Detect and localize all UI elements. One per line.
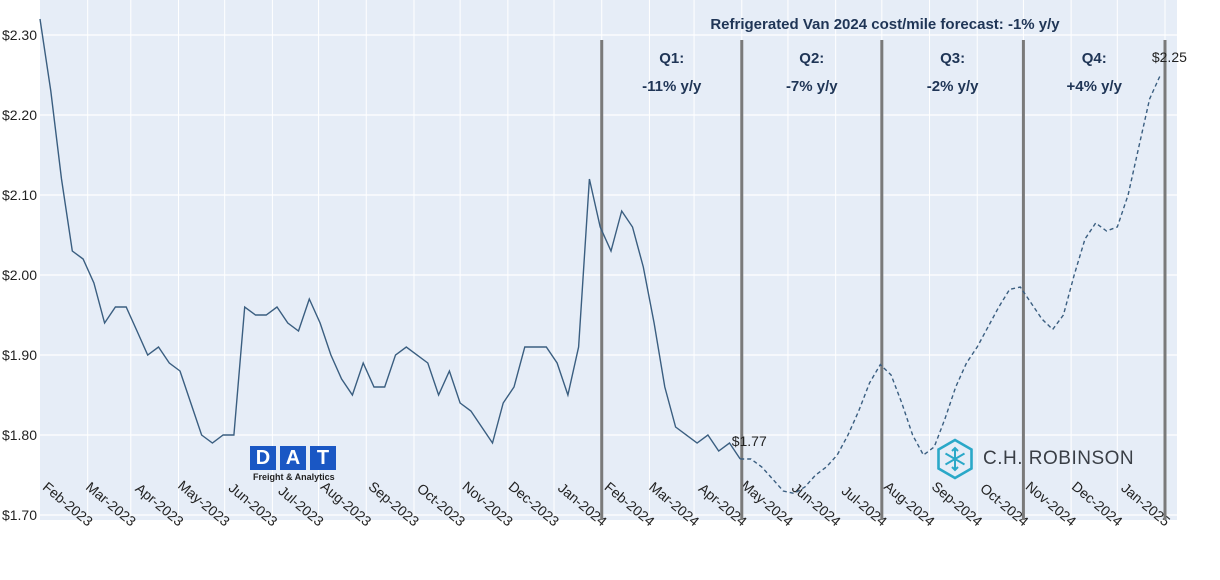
y-axis-ticks: $2.30 $2.20 $2.10 $2.00 $1.90 $1.80 $1.70 bbox=[2, 27, 37, 523]
dat-letter-a: A bbox=[280, 446, 306, 470]
actual-rate-line bbox=[39, 18, 741, 460]
dat-subtitle: Freight & Analytics bbox=[253, 472, 335, 482]
data-label: $2.25 bbox=[1152, 49, 1187, 65]
y-tick-label: $2.10 bbox=[2, 187, 37, 203]
quarter-change: +4% y/y bbox=[1066, 78, 1122, 95]
y-tick-label: $1.80 bbox=[2, 427, 37, 443]
quarter-name: Q3: bbox=[940, 50, 965, 67]
chr-logo-text: C.H. ROBINSON bbox=[983, 448, 1135, 469]
chart-title: Refrigerated Van 2024 cost/mile forecast… bbox=[710, 16, 1060, 33]
quarter-change: -7% y/y bbox=[786, 78, 838, 95]
quarter-labels: Q1: -11% y/y Q2: -7% y/y Q3: -2% y/y Q4: +4% y/… bbox=[642, 50, 1122, 95]
y-tick-label: $1.70 bbox=[2, 507, 37, 523]
quarter-dividers bbox=[600, 40, 1167, 520]
dat-letter-d: D bbox=[250, 446, 276, 470]
y-tick-label: $1.90 bbox=[2, 347, 37, 363]
y-tick-label: $2.20 bbox=[2, 107, 37, 123]
quarter-change: -2% y/y bbox=[927, 78, 979, 95]
forecast-rate-line bbox=[740, 74, 1162, 495]
dat-letter-t: T bbox=[310, 446, 336, 470]
quarter-name: Q1: bbox=[659, 50, 684, 67]
plot-area bbox=[40, 0, 1177, 520]
quarter-name: Q4: bbox=[1082, 50, 1107, 67]
y-tick-label: $2.00 bbox=[2, 267, 37, 283]
y-tick-label: $2.30 bbox=[2, 27, 37, 43]
quarter-change: -11% y/y bbox=[642, 78, 702, 95]
data-label: $1.77 bbox=[732, 433, 767, 449]
quarter-name: Q2: bbox=[799, 50, 824, 67]
data-labels: $1.77 $2.25 bbox=[732, 49, 1187, 449]
snowflake-cube-icon bbox=[937, 438, 973, 480]
